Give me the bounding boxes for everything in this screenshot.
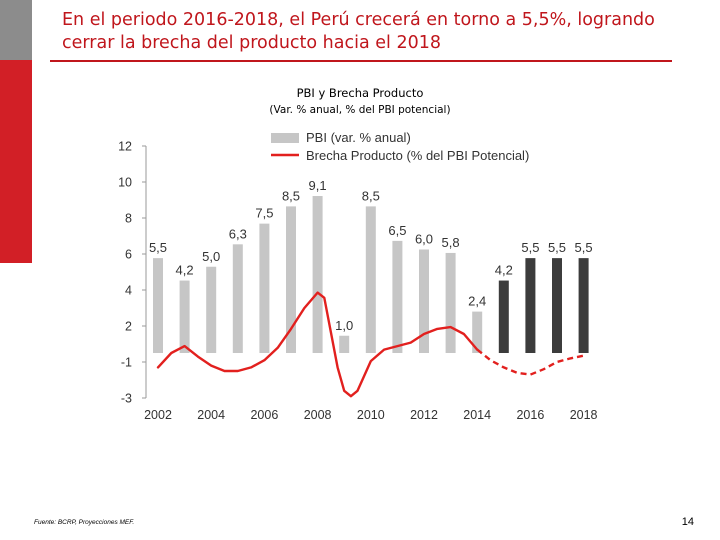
y-tick-label: 6 [125,248,132,262]
data-label: 8,5 [282,188,300,203]
bar [419,249,429,353]
data-label: 4,2 [495,263,513,278]
data-label: 9,1 [309,178,327,193]
x-tick-label: 2018 [570,408,598,422]
page-number: 14 [681,516,694,528]
accent-bar-red [0,60,32,263]
data-label: 5,5 [548,240,566,255]
data-label: 7,5 [255,206,273,221]
chart-title: PBI y Brecha Producto [296,86,424,100]
bar [206,266,217,353]
data-label: 1,0 [335,318,353,333]
y-tick-label: 2 [125,320,132,334]
legend-swatch-bar [271,133,299,143]
bar [552,258,562,353]
accent-bar-gray [0,0,32,60]
x-tick-label: 2012 [410,408,438,422]
y-tick-label: -1 [121,356,132,370]
data-label: 5,8 [442,235,460,250]
data-label: 6,5 [388,223,406,238]
slide-title: En el periodo 2016-2018, el Perú crecerá… [62,10,655,53]
bar [392,240,403,353]
bar [339,335,350,353]
line-projected [476,348,584,376]
legend: PBI (var. % anual) Brecha Producto (% del… [271,130,529,163]
x-tick-label: 2010 [357,408,385,422]
bar [259,223,270,353]
x-tick-label: 2004 [197,408,225,422]
data-label: 5,5 [575,240,593,255]
bar [179,280,190,353]
data-label: 5,5 [521,240,539,255]
data-label: 2,4 [468,294,486,309]
data-label: 8,5 [362,188,380,203]
x-tick-label: 2002 [144,408,172,422]
bar [445,252,456,353]
x-tick-label: 2008 [304,408,332,422]
data-label: 6,0 [415,232,433,247]
bar [365,206,376,353]
y-axis: 12 10 8 6 4 2 -1 -3 [118,140,147,406]
bar [232,244,243,353]
bar [525,258,536,353]
bar [153,258,163,353]
bar [578,258,589,353]
legend-label-bar: PBI (var. % anual) [306,130,411,145]
y-tick-label: -3 [121,392,132,406]
data-label: 5,5 [149,240,167,255]
legend-label-line: Brecha Producto (% del PBI Potencial) [306,148,529,163]
y-tick-label: 4 [125,284,132,298]
data-labels: 5,5 4,2 5,0 6,3 7,5 8,5 9,1 1,0 8,5 6,5 6,0 5,8 2,4 4… [149,178,593,333]
x-tick-label: 2014 [463,408,491,422]
title-underline [50,60,672,62]
line-series [156,291,584,398]
bar [498,280,509,353]
y-tick-label: 10 [118,176,132,190]
y-tick-label: 8 [125,212,132,226]
y-tick-label: 12 [118,140,132,154]
x-axis: 2002 2004 2006 2008 2010 2012 2014 2016 2018 [144,408,597,422]
bar [472,311,483,353]
line-historic [156,291,479,398]
x-tick-label: 2016 [516,408,544,422]
chart-subtitle: (Var. % anual, % del PBI potencial) [269,104,451,116]
bar-series [153,196,589,353]
bar [312,196,323,353]
bar [286,206,296,353]
data-label: 6,3 [229,226,247,241]
x-tick-label: 2006 [250,408,278,422]
source-footnote: Fuente: BCRP, Proyecciones MEF. [34,519,135,526]
data-label: 5,0 [202,249,220,264]
data-label: 4,2 [176,263,194,278]
